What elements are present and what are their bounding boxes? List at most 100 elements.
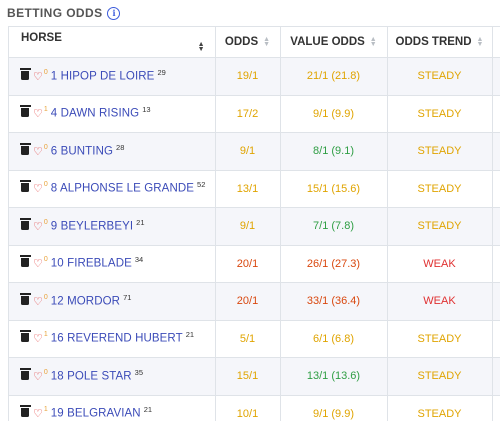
horse-cell: ♡0 10 FIREBLADE 34 xyxy=(9,245,216,283)
favourite-count: 0 xyxy=(43,68,48,76)
horse-name-link[interactable]: 16 REVEREND HUBERT xyxy=(50,332,183,345)
odds-cell: 9/1 xyxy=(215,207,281,246)
table-header-row: HORSE ▲ ▼ ODDS ▲ ▼ VALUE ODDS ▲ ▼ ODDS TREND ▲… xyxy=(9,27,500,58)
horse-name-link[interactable]: 19 BELGRAVIAN xyxy=(50,407,141,420)
column-header-odds-label: ODDS xyxy=(224,36,259,48)
horse-cell: ♡1 19 BELGRAVIAN 21 xyxy=(9,395,216,421)
trash-icon[interactable] xyxy=(19,142,31,155)
column-header-odds[interactable]: ODDS ▲ ▼ xyxy=(215,27,281,58)
column-header-extra[interactable] xyxy=(492,27,500,58)
horse-name-link[interactable]: 10 FIREBLADE xyxy=(50,257,132,270)
horse-cell: ♡1 16 REVEREND HUBERT 21 xyxy=(9,320,216,358)
heart-icon[interactable]: ♡ xyxy=(33,408,43,421)
odds-trend-cell: STEADY xyxy=(387,207,493,246)
horse-name-link[interactable]: 12 MORDOR xyxy=(50,295,121,308)
table-row[interactable]: ♡0 6 BUNTING 28 9/1 8/1 (9.1) STEADY xyxy=(9,132,500,171)
favourite-count: 0 xyxy=(43,218,48,226)
odds-table: HORSE ▲ ▼ ODDS ▲ ▼ VALUE ODDS ▲ ▼ ODDS TREND ▲… xyxy=(9,27,500,421)
horse-cell: ♡0 12 MORDOR 71 xyxy=(9,282,216,321)
table-row[interactable]: ♡0 9 BEYLERBEYI 21 9/1 7/1 (7.8) STEADY xyxy=(9,207,500,246)
trash-icon[interactable] xyxy=(19,405,31,418)
horse-runs-count: 29 xyxy=(157,67,166,77)
sort-icon[interactable]: ▲ ▼ xyxy=(369,35,377,48)
odds-trend-cell: STEADY xyxy=(387,132,493,171)
horse-runs-count: 28 xyxy=(116,142,125,152)
odds-table-container[interactable]: HORSE ▲ ▼ ODDS ▲ ▼ VALUE ODDS ▲ ▼ ODDS TREND ▲… xyxy=(8,26,500,421)
odds-cell: 19/1 xyxy=(215,57,281,96)
horse-runs-count: 52 xyxy=(197,180,206,190)
trash-icon[interactable] xyxy=(19,367,31,380)
heart-icon[interactable]: ♡ xyxy=(33,70,43,83)
extra-cell xyxy=(492,132,500,171)
odds-cell: 9/1 xyxy=(215,132,281,171)
value-odds-cell: 15/1 (15.6) xyxy=(280,170,388,208)
horse-cell: ♡0 18 POLE STAR 35 xyxy=(9,357,216,396)
horse-name-link[interactable]: 1 HIPOP DE LOIRE xyxy=(50,70,155,83)
column-header-odds-trend[interactable]: ODDS TREND ▲ ▼ xyxy=(387,27,493,58)
value-odds-cell: 13/1 (13.6) xyxy=(280,357,388,396)
extra-cell xyxy=(492,282,500,321)
heart-icon[interactable]: ♡ xyxy=(33,220,43,233)
extra-cell xyxy=(492,357,500,396)
trash-icon[interactable] xyxy=(19,255,31,268)
horse-cell: ♡0 1 HIPOP DE LOIRE 29 xyxy=(9,57,216,96)
value-odds-cell: 21/1 (21.8) xyxy=(280,57,388,96)
extra-cell xyxy=(492,57,500,96)
table-row[interactable]: ♡0 12 MORDOR 71 20/1 33/1 (36.4) WEAK xyxy=(9,282,500,321)
extra-cell xyxy=(492,95,500,133)
trash-icon[interactable] xyxy=(19,217,31,230)
table-row[interactable]: ♡1 4 DAWN RISING 13 17/2 9/1 (9.9) STEADY xyxy=(9,95,500,133)
column-header-odds-trend-label: ODDS TREND xyxy=(395,36,472,48)
sort-icon[interactable]: ▲ ▼ xyxy=(263,35,271,48)
heart-icon[interactable]: ♡ xyxy=(33,370,43,383)
odds-cell: 20/1 xyxy=(215,282,281,321)
odds-cell: 5/1 xyxy=(215,320,281,358)
value-odds-cell: 9/1 (9.9) xyxy=(280,95,388,133)
horse-cell: ♡0 6 BUNTING 28 xyxy=(9,132,216,171)
trash-icon[interactable] xyxy=(19,180,31,193)
horse-name-link[interactable]: 9 BEYLERBEYI xyxy=(50,220,134,233)
table-row[interactable]: ♡0 1 HIPOP DE LOIRE 29 19/1 21/1 (21.8) STEAD… xyxy=(9,57,500,96)
page-title: BETTING ODDS xyxy=(7,6,103,20)
horse-runs-count: 21 xyxy=(185,330,195,340)
favourite-count: 0 xyxy=(43,293,48,301)
sort-icon[interactable]: ▲ ▼ xyxy=(197,41,205,53)
table-row[interactable]: ♡1 16 REVEREND HUBERT 21 5/1 6/1 (6.8) STEADY xyxy=(9,320,500,358)
horse-name-link[interactable]: 18 POLE STAR xyxy=(50,370,132,383)
heart-icon[interactable]: ♡ xyxy=(33,295,43,308)
column-header-horse[interactable]: HORSE ▲ ▼ xyxy=(9,27,216,58)
odds-trend-cell: STEADY xyxy=(387,395,493,421)
horse-runs-count: 13 xyxy=(142,105,151,115)
trash-icon[interactable] xyxy=(19,292,31,305)
horse-name-link[interactable]: 8 ALPHONSE LE GRANDE xyxy=(50,182,195,195)
heart-icon[interactable]: ♡ xyxy=(33,333,43,346)
value-odds-cell: 33/1 (36.4) xyxy=(280,282,388,321)
favourite-count: 1 xyxy=(43,331,48,339)
horse-name-link[interactable]: 6 BUNTING xyxy=(50,145,114,158)
extra-cell xyxy=(492,207,500,246)
value-odds-cell: 9/1 (9.9) xyxy=(280,395,388,421)
heart-icon[interactable]: ♡ xyxy=(33,108,43,121)
heart-icon[interactable]: ♡ xyxy=(33,183,43,196)
table-row[interactable]: ♡0 8 ALPHONSE LE GRANDE 52 13/1 15/1 (15.6) S… xyxy=(9,170,500,208)
heart-icon[interactable]: ♡ xyxy=(33,145,43,158)
trash-icon[interactable] xyxy=(19,330,31,343)
odds-cell: 15/1 xyxy=(215,357,281,396)
odds-trend-cell: WEAK xyxy=(387,282,493,321)
table-row[interactable]: ♡0 18 POLE STAR 35 15/1 13/1 (13.6) STEADY xyxy=(9,357,500,396)
trash-icon[interactable] xyxy=(19,105,31,118)
trash-icon[interactable] xyxy=(19,67,31,80)
favourite-count: 1 xyxy=(43,106,48,114)
heart-icon[interactable]: ♡ xyxy=(33,258,43,271)
column-header-value-odds-label: VALUE ODDS xyxy=(290,36,365,48)
column-header-value-odds[interactable]: VALUE ODDS ▲ ▼ xyxy=(280,27,388,58)
table-row[interactable]: ♡1 19 BELGRAVIAN 21 10/1 9/1 (9.9) STEADY xyxy=(9,395,500,421)
sort-icon[interactable]: ▲ ▼ xyxy=(476,35,484,48)
table-row[interactable]: ♡0 10 FIREBLADE 34 20/1 26/1 (27.3) WEAK xyxy=(9,245,500,283)
odds-trend-cell: STEADY xyxy=(387,320,493,358)
odds-trend-cell: STEADY xyxy=(387,170,493,208)
info-circle-icon[interactable]: i xyxy=(107,6,121,20)
value-odds-cell: 6/1 (6.8) xyxy=(280,320,388,358)
horse-name-link[interactable]: 4 DAWN RISING xyxy=(50,107,140,120)
favourite-count: 0 xyxy=(43,143,48,151)
